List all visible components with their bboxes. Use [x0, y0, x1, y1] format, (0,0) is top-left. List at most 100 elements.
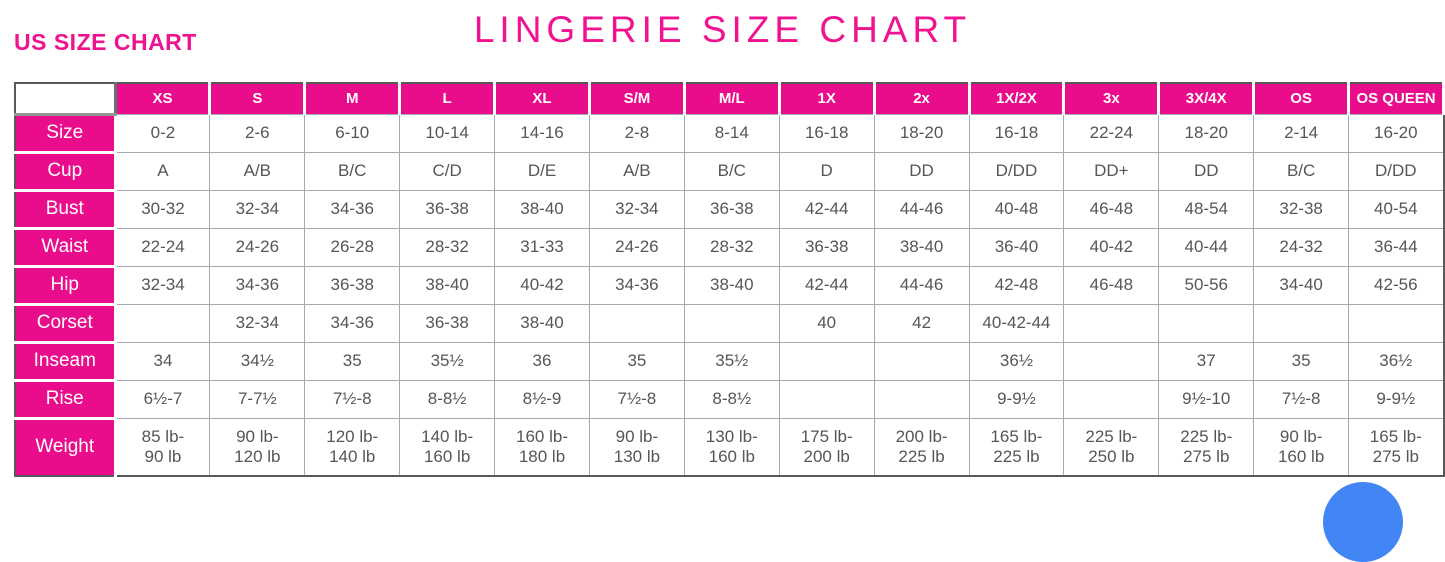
cell-size-s-m: 2-8	[588, 113, 685, 153]
cell-size-os: 2-14	[1253, 113, 1350, 153]
cell-rise-os-queen: 9-9½	[1348, 379, 1444, 419]
cell-hip-m-l: 38-40	[683, 265, 780, 305]
cell-waist-os: 24-32	[1253, 227, 1350, 267]
cell-rise-s-m: 7½-8	[588, 379, 685, 419]
column-header-m-l: M/L	[682, 83, 781, 115]
cell-inseam-s-m: 35	[588, 341, 685, 381]
cell-bust-os-queen: 40-54	[1348, 189, 1444, 229]
cell-rise-l: 8-8½	[399, 379, 496, 419]
cell-weight-s-m: 90 lb- 130 lb	[588, 417, 685, 477]
cell-rise-2x	[873, 379, 970, 419]
cell-inseam-os: 35	[1253, 341, 1350, 381]
column-header-xl: XL	[493, 83, 591, 115]
cell-corset-m-l	[683, 303, 780, 343]
column-header-os: OS	[1252, 83, 1351, 115]
cell-hip-os: 34-40	[1253, 265, 1350, 305]
table-body: Size 0-2 2-6 6-10 10-14 14-16 2-8 8-14 16-18 18-2…	[15, 112, 1444, 477]
row-header-corset: Corset	[15, 302, 117, 344]
cell-inseam-2x	[873, 341, 970, 381]
cell-size-m: 6-10	[304, 113, 401, 153]
cell-rise-xs: 6½-7	[114, 379, 211, 419]
cell-inseam-m-l: 35½	[683, 341, 780, 381]
cell-cup-m: B/C	[304, 151, 401, 191]
cell-bust-s-m: 32-34	[588, 189, 685, 229]
column-header-2x: 2x	[872, 83, 971, 115]
cell-size-m-l: 8-14	[683, 113, 780, 153]
table-row-bust: Bust 30-32 32-34 34-36 36-38 38-40 32-34 36-38 4…	[15, 188, 1444, 230]
cell-corset-m: 34-36	[304, 303, 401, 343]
cell-hip-xs: 32-34	[114, 265, 211, 305]
cell-bust-1x: 42-44	[778, 189, 875, 229]
table-row-cup: Cup A A/B B/C C/D D/E A/B B/C D DD D/DD DD+ DD B/C D/D…	[15, 150, 1444, 192]
cell-corset-os-queen	[1348, 303, 1444, 343]
row-header-inseam: Inseam	[15, 340, 117, 382]
cell-rise-xl: 8½-9	[494, 379, 590, 419]
corner-cell	[15, 83, 117, 116]
cell-corset-s: 32-34	[209, 303, 306, 343]
cell-cup-m-l: B/C	[683, 151, 780, 191]
cell-hip-l: 38-40	[399, 265, 496, 305]
cell-corset-1x-2x: 40-42-44	[968, 303, 1065, 343]
column-header-m: M	[303, 83, 402, 115]
cell-corset-1x: 40	[778, 303, 875, 343]
cell-size-os-queen: 16-20	[1348, 113, 1444, 153]
cell-cup-xl: D/E	[494, 151, 590, 191]
cell-cup-2x: DD	[873, 151, 970, 191]
cell-hip-3x: 46-48	[1063, 265, 1160, 305]
cell-hip-1x: 42-44	[778, 265, 875, 305]
cell-waist-xl: 31-33	[494, 227, 590, 267]
cell-cup-3x-4x: DD	[1158, 151, 1255, 191]
cell-inseam-3x-4x: 37	[1158, 341, 1255, 381]
cell-waist-s-m: 24-26	[588, 227, 685, 267]
cell-bust-m: 34-36	[304, 189, 401, 229]
cell-bust-3x: 46-48	[1063, 189, 1160, 229]
cell-weight-3x-4x: 225 lb- 275 lb	[1158, 417, 1255, 477]
cell-bust-l: 36-38	[399, 189, 496, 229]
column-header-3x-4x: 3X/4X	[1157, 83, 1256, 115]
cell-size-l: 10-14	[399, 113, 496, 153]
table-row-waist: Waist 22-24 24-26 26-28 28-32 31-33 24-26 28-32…	[15, 226, 1444, 268]
chat-button[interactable]	[1323, 482, 1403, 562]
column-header-s: S	[208, 83, 307, 115]
cell-cup-os: B/C	[1253, 151, 1350, 191]
cell-bust-xs: 30-32	[114, 189, 211, 229]
column-header-s-m: S/M	[587, 83, 686, 115]
cell-corset-s-m	[588, 303, 685, 343]
column-header-os-queen: OS QUEEN	[1347, 83, 1445, 115]
cell-rise-1x-2x: 9-9½	[968, 379, 1065, 419]
cell-rise-m-l: 8-8½	[683, 379, 780, 419]
column-header-3x: 3x	[1062, 83, 1161, 115]
cell-bust-3x-4x: 48-54	[1158, 189, 1255, 229]
cell-inseam-m: 35	[304, 341, 401, 381]
table-row-hip: Hip 32-34 34-36 36-38 38-40 40-42 34-36 38-40 42…	[15, 264, 1444, 306]
cell-rise-3x	[1063, 379, 1160, 419]
cell-hip-s-m: 34-36	[588, 265, 685, 305]
cell-hip-os-queen: 42-56	[1348, 265, 1444, 305]
column-header-xs: XS	[113, 83, 212, 115]
cell-cup-s-m: A/B	[588, 151, 685, 191]
cell-waist-1x: 36-38	[778, 227, 875, 267]
cell-hip-2x: 44-46	[873, 265, 970, 305]
cell-waist-1x-2x: 36-40	[968, 227, 1065, 267]
row-header-size: Size	[15, 112, 117, 154]
cell-waist-s: 24-26	[209, 227, 306, 267]
row-header-weight: Weight	[15, 416, 117, 476]
table-row-weight: Weight 85 lb- 90 lb 90 lb- 120 lb 120 lb- 1…	[15, 416, 1444, 477]
row-header-cup: Cup	[15, 150, 117, 192]
cell-inseam-1x	[778, 341, 875, 381]
cell-bust-2x: 44-46	[873, 189, 970, 229]
cell-waist-3x: 40-42	[1063, 227, 1160, 267]
row-header-rise: Rise	[15, 378, 117, 420]
cell-cup-3x: DD+	[1063, 151, 1160, 191]
cell-waist-m: 26-28	[304, 227, 401, 267]
us-size-chart-heading: US SIZE CHART	[14, 29, 197, 55]
cell-inseam-l: 35½	[399, 341, 496, 381]
cell-weight-xs: 85 lb- 90 lb	[114, 417, 211, 477]
cell-bust-1x-2x: 40-48	[968, 189, 1065, 229]
cell-waist-xs: 22-24	[114, 227, 211, 267]
cell-size-3x: 22-24	[1063, 113, 1160, 153]
cell-size-2x: 18-20	[873, 113, 970, 153]
cell-rise-s: 7-7½	[209, 379, 306, 419]
cell-inseam-os-queen: 36½	[1348, 341, 1444, 381]
cell-waist-3x-4x: 40-44	[1158, 227, 1255, 267]
